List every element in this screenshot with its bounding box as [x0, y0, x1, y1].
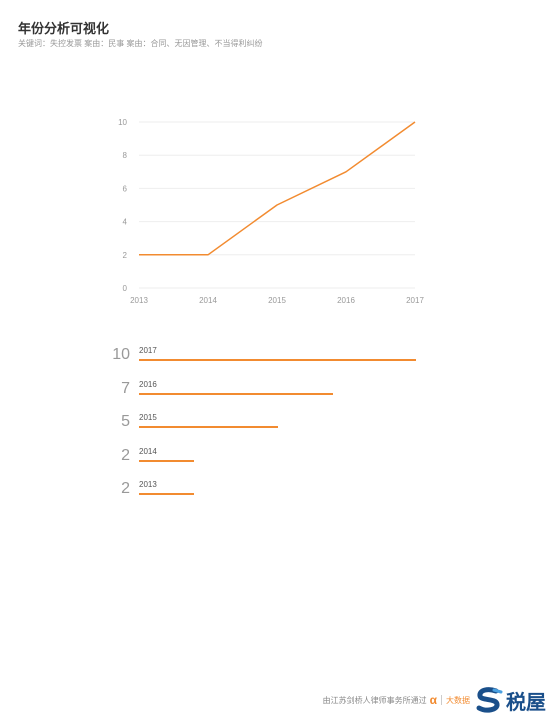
series-line	[139, 121, 416, 256]
bar	[139, 493, 195, 495]
bar-value: 2	[121, 446, 130, 464]
x-tick-label: 2015	[268, 296, 286, 305]
bar	[139, 459, 195, 462]
bar-label: 2017	[139, 346, 157, 355]
s-logo-icon	[476, 687, 503, 713]
x-tick-label: 2014	[199, 296, 217, 305]
x-tick-label: 2016	[337, 296, 355, 305]
footer-divider	[441, 695, 442, 705]
footer-credit: 由江苏剑桥人律师事务所通过	[322, 695, 427, 705]
y-tick-label: 8	[123, 151, 128, 160]
brand-name: 税屋	[506, 691, 546, 714]
x-tick-label: 2013	[130, 296, 148, 305]
y-tick-label: 10	[118, 118, 127, 127]
bar	[139, 359, 416, 361]
year-line-chart: 0 2 4 6 8 10 2013 2014 2015 2016 2017	[118, 118, 424, 305]
x-tick-label: 2017	[406, 296, 424, 305]
bar-value: 10	[112, 346, 130, 363]
bar-row: 2 2014	[110, 447, 440, 467]
bar-value: 5	[121, 413, 130, 430]
bar-label: 2015	[139, 413, 157, 422]
alpha-logo: α	[429, 693, 437, 707]
footer: 由江苏剑桥人律师事务所通过 α 大数据 税屋	[323, 686, 546, 714]
footer-data-label: 大数据	[446, 695, 470, 705]
bar-row: 2 2013	[110, 480, 440, 500]
bar-value: 7	[121, 379, 130, 397]
y-tick-label: 2	[123, 251, 128, 260]
bar-row: 10 2017	[110, 346, 440, 366]
bar-row: 7 2016	[110, 380, 440, 400]
y-tick-label: 4	[123, 218, 128, 227]
y-tick-label: 6	[123, 184, 128, 193]
bar-label: 2014	[139, 446, 157, 456]
bar-label: 2016	[139, 379, 157, 389]
page-subtitle: 关键词：失控发票 案由：民事 案由：合同、无因管理、不当得利纠纷	[18, 39, 263, 48]
y-tick-label: 0	[123, 284, 128, 293]
page-title: 年份分析可视化	[18, 21, 110, 36]
bar-row: 5 2015	[110, 413, 440, 433]
bar-value: 2	[121, 480, 130, 497]
bar	[139, 426, 278, 428]
bar	[139, 392, 333, 395]
bar-label: 2013	[139, 480, 157, 489]
